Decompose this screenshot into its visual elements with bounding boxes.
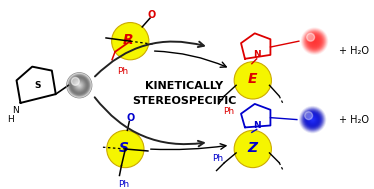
Text: O: O — [126, 113, 134, 123]
Circle shape — [306, 33, 323, 49]
Circle shape — [77, 83, 82, 88]
Circle shape — [309, 36, 320, 46]
Circle shape — [68, 74, 90, 96]
Circle shape — [312, 39, 317, 43]
Text: S: S — [119, 141, 128, 155]
Text: N: N — [253, 50, 261, 59]
Circle shape — [311, 38, 318, 44]
Circle shape — [309, 116, 316, 123]
Circle shape — [309, 35, 321, 47]
Circle shape — [303, 110, 322, 129]
Text: E: E — [248, 72, 258, 86]
Circle shape — [306, 112, 320, 127]
Circle shape — [77, 84, 81, 87]
Circle shape — [73, 79, 86, 92]
Circle shape — [307, 33, 315, 41]
Circle shape — [75, 81, 84, 90]
Text: N: N — [12, 106, 19, 115]
Text: Ph: Ph — [117, 67, 128, 76]
Circle shape — [304, 111, 322, 129]
Text: Ph: Ph — [223, 107, 234, 116]
Circle shape — [307, 34, 322, 48]
Circle shape — [310, 37, 319, 45]
Text: STEREOSPECIFIC: STEREOSPECIFIC — [132, 96, 236, 106]
Text: KINETICALLY: KINETICALLY — [145, 81, 223, 91]
Text: + H₂O: + H₂O — [339, 46, 369, 56]
Circle shape — [76, 82, 82, 88]
Circle shape — [302, 109, 324, 130]
Circle shape — [301, 108, 324, 131]
Circle shape — [304, 31, 325, 51]
Text: H: H — [7, 115, 14, 124]
Text: Z: Z — [248, 141, 258, 155]
Circle shape — [74, 80, 85, 91]
Circle shape — [71, 77, 79, 85]
Circle shape — [67, 73, 92, 98]
Circle shape — [302, 28, 327, 54]
Circle shape — [107, 130, 144, 168]
Circle shape — [67, 73, 91, 97]
Circle shape — [70, 76, 89, 95]
Text: S: S — [34, 81, 40, 90]
Circle shape — [313, 40, 316, 43]
Circle shape — [111, 22, 149, 60]
Circle shape — [234, 62, 272, 99]
Text: N: N — [253, 121, 261, 130]
Text: O: O — [148, 10, 156, 20]
Text: R: R — [123, 33, 134, 47]
Circle shape — [307, 114, 318, 125]
Circle shape — [304, 112, 321, 128]
Circle shape — [78, 84, 80, 86]
Circle shape — [304, 30, 325, 52]
Text: + H₂O: + H₂O — [339, 115, 369, 125]
Circle shape — [72, 78, 86, 92]
Circle shape — [312, 119, 313, 120]
Circle shape — [71, 77, 88, 94]
Circle shape — [234, 130, 272, 168]
Circle shape — [72, 78, 87, 93]
Circle shape — [310, 117, 315, 122]
Circle shape — [299, 106, 326, 133]
Circle shape — [311, 118, 314, 121]
Circle shape — [68, 74, 91, 97]
Circle shape — [79, 85, 80, 86]
Text: Ph: Ph — [212, 154, 224, 163]
Circle shape — [74, 80, 84, 90]
Circle shape — [306, 32, 324, 50]
Circle shape — [70, 76, 88, 94]
Circle shape — [303, 29, 327, 53]
Text: Ph: Ph — [118, 180, 129, 189]
Circle shape — [76, 82, 83, 89]
Circle shape — [301, 27, 328, 55]
Circle shape — [306, 113, 319, 126]
Circle shape — [300, 107, 325, 132]
Circle shape — [69, 75, 89, 95]
Circle shape — [308, 115, 317, 124]
Circle shape — [314, 41, 315, 42]
Circle shape — [305, 112, 313, 120]
